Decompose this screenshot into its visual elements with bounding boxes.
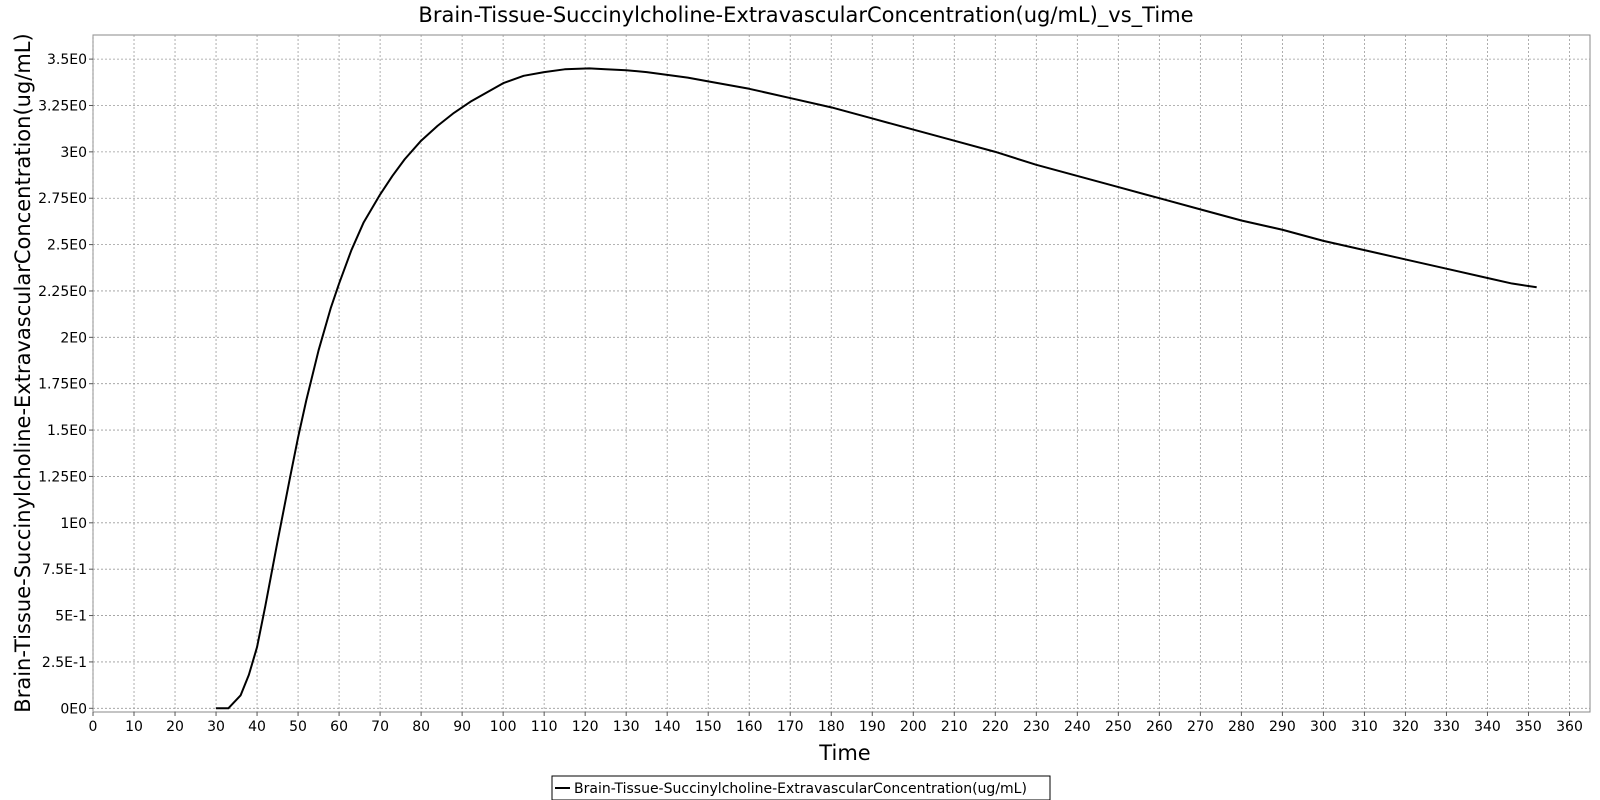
x-tick-label: 150 [695,719,722,735]
x-tick-label: 220 [982,719,1009,735]
x-tick-label: 100 [490,719,517,735]
y-tick-label: 3.25E0 [38,98,87,114]
x-tick-label: 310 [1351,719,1378,735]
legend: Brain-Tissue-Succinylcholine-Extravascul… [551,775,1051,800]
x-axis: 0 10 20 30 40 50 60 70 80 90 100 110 120 130 140 150 160… [89,712,1583,735]
y-axis: 0E0 2.5E-1 5E-1 7.5E-1 1E0 1.25E0 1.5E0 1.75E0 2… [38,52,93,717]
x-tick-label: 260 [1146,719,1173,735]
x-tick-label: 50 [289,719,307,735]
y-tick-label: 3E0 [60,145,87,161]
x-tick-label: 130 [613,719,640,735]
x-tick-label: 250 [1105,719,1132,735]
x-tick-label: 20 [166,719,184,735]
x-tick-label: 140 [654,719,681,735]
series-line-0 [216,67,1537,710]
y-tick-label: 5E-1 [55,609,87,625]
x-tick-label: 80 [412,719,430,735]
legend-box [551,775,1051,800]
x-tick-label: 300 [1310,719,1337,735]
x-tick-label: 30 [207,719,225,735]
grid [92,35,1590,712]
x-tick-label: 230 [1023,719,1050,735]
x-tick-label: 210 [941,719,968,735]
x-tick-label: 10 [125,719,143,735]
y-tick-label: 1.5E0 [47,423,87,439]
x-tick-label: 330 [1433,719,1460,735]
x-tick-label: 90 [453,719,471,735]
x-tick-label: 270 [1187,719,1214,735]
y-tick-label: 2.25E0 [38,284,87,300]
legend-label: Brain-Tissue-Succinylcholine-Extravascul… [574,781,1027,797]
x-tick-label: 320 [1392,719,1419,735]
y-tick-label: 1.25E0 [38,469,87,485]
chart-title: Brain-Tissue-Succinylcholine-Extravascul… [418,3,1193,28]
x-tick-label: 160 [736,719,763,735]
y-tick-label: 2E0 [60,330,87,346]
y-tick-label: 3.5E0 [47,52,87,68]
x-tick-label: 200 [900,719,927,735]
x-tick-label: 340 [1474,719,1501,735]
x-tick-label: 120 [572,719,599,735]
x-tick-label: 110 [531,719,558,735]
x-tick-label: 350 [1515,719,1542,735]
x-tick-label: 40 [248,719,266,735]
y-tick-label: 7.5E-1 [42,562,87,578]
y-tick-label: 0E0 [60,701,87,717]
series-layer [216,67,1537,710]
y-tick-label: 2.75E0 [38,191,87,207]
x-tick-label: 60 [330,719,348,735]
x-tick-label: 190 [859,719,886,735]
x-tick-label: 180 [818,719,845,735]
x-tick-label: 70 [371,719,389,735]
y-tick-label: 2.5E-1 [42,655,87,671]
x-tick-label: 290 [1269,719,1296,735]
y-tick-label: 1.75E0 [38,377,87,393]
x-axis-label: Time [818,741,870,765]
x-tick-label: 240 [1064,719,1091,735]
y-tick-label: 1E0 [60,516,87,532]
x-tick-label: 280 [1228,719,1255,735]
y-axis-label: Brain-Tissue-Succinylcholine-Extravascul… [11,33,35,712]
x-tick-label: 360 [1556,719,1583,735]
x-tick-label: 170 [777,719,804,735]
plot-area [92,34,1591,713]
x-tick-label: 0 [89,719,98,735]
y-tick-label: 2.5E0 [47,238,87,254]
